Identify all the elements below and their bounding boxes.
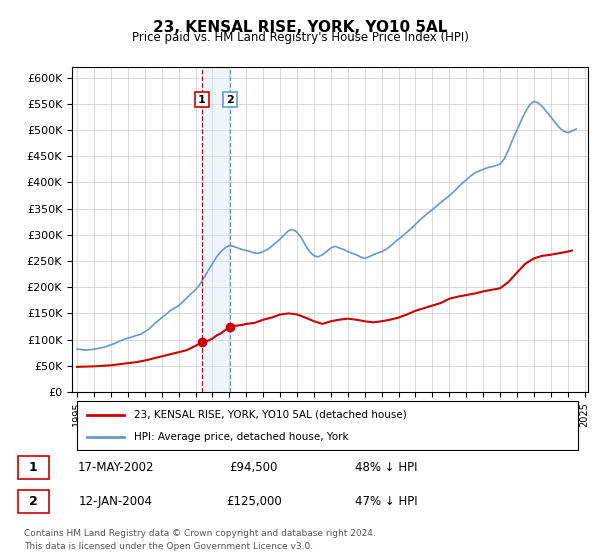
Text: 1: 1 — [198, 95, 206, 105]
Text: Contains HM Land Registry data © Crown copyright and database right 2024.: Contains HM Land Registry data © Crown c… — [24, 529, 376, 538]
Text: 1: 1 — [29, 461, 38, 474]
Bar — [202, 67, 230, 392]
FancyBboxPatch shape — [18, 456, 49, 479]
Text: This data is licensed under the Open Government Licence v3.0.: This data is licensed under the Open Gov… — [24, 542, 313, 551]
Text: £94,500: £94,500 — [230, 461, 278, 474]
Text: 2: 2 — [29, 494, 38, 508]
Text: 2: 2 — [226, 95, 234, 105]
FancyBboxPatch shape — [77, 402, 578, 450]
FancyBboxPatch shape — [18, 489, 49, 513]
Text: 48% ↓ HPI: 48% ↓ HPI — [355, 461, 418, 474]
Text: £125,000: £125,000 — [226, 494, 282, 508]
Text: 47% ↓ HPI: 47% ↓ HPI — [355, 494, 418, 508]
Text: HPI: Average price, detached house, York: HPI: Average price, detached house, York — [134, 432, 349, 442]
Text: 23, KENSAL RISE, YORK, YO10 5AL: 23, KENSAL RISE, YORK, YO10 5AL — [153, 20, 447, 35]
Text: 17-MAY-2002: 17-MAY-2002 — [77, 461, 154, 474]
Text: 12-JAN-2004: 12-JAN-2004 — [79, 494, 152, 508]
Text: Price paid vs. HM Land Registry's House Price Index (HPI): Price paid vs. HM Land Registry's House … — [131, 31, 469, 44]
Text: 23, KENSAL RISE, YORK, YO10 5AL (detached house): 23, KENSAL RISE, YORK, YO10 5AL (detache… — [134, 409, 407, 419]
